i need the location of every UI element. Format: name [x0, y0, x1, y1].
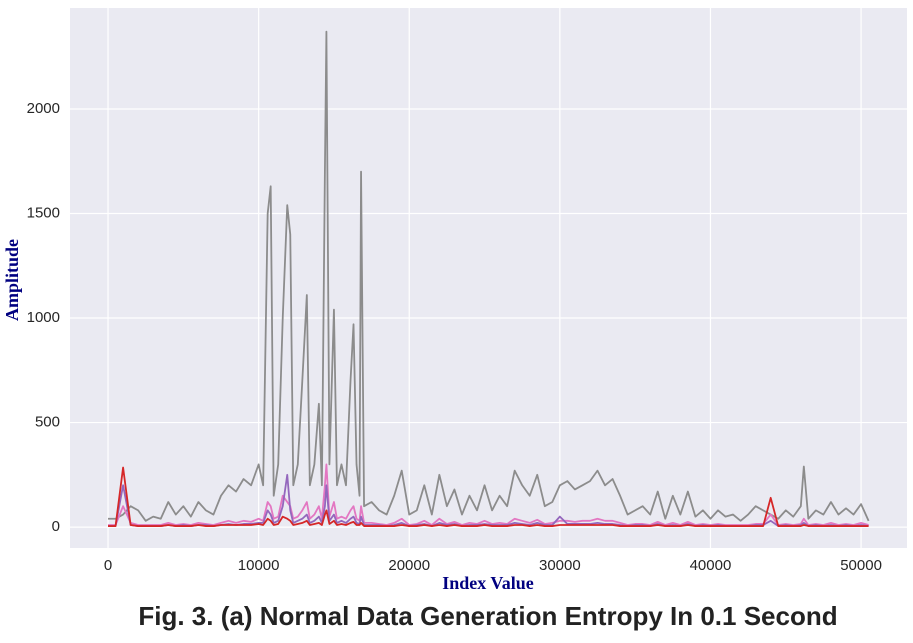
y-axis-label: Amplitude	[2, 239, 22, 321]
y-tick-label: 1000	[27, 309, 60, 326]
y-tick-label: 2000	[27, 100, 60, 117]
chart-title: Fig. 3. (a) Normal Data Generation Entro…	[138, 601, 837, 631]
x-tick-label: 40000	[690, 557, 732, 574]
x-tick-label: 50000	[840, 557, 882, 574]
plot-area	[70, 8, 907, 548]
series-line	[108, 466, 869, 527]
x-axis-label: Index Value	[442, 573, 534, 593]
x-tick-label: 0	[104, 557, 112, 574]
x-tick-label: 30000	[539, 557, 581, 574]
x-tick-label: 20000	[388, 557, 430, 574]
y-tick-label: 1500	[27, 204, 60, 221]
y-tick-label: 500	[35, 414, 60, 431]
y-tick-label: 0	[52, 518, 60, 535]
series-line	[108, 30, 870, 522]
series-line	[108, 463, 869, 526]
x-tick-label: 10000	[238, 557, 280, 574]
